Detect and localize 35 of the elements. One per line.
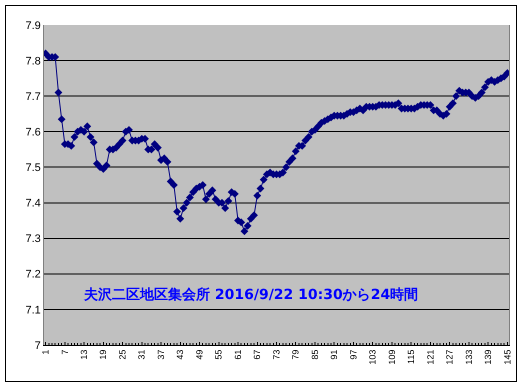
x-tick-label: 13 (79, 350, 90, 360)
x-tick-label: 19 (98, 350, 108, 360)
x-tick-label: 37 (156, 350, 166, 360)
x-tick-label: 79 (290, 350, 301, 360)
y-tick-label: 7.8 (26, 55, 41, 68)
y-tick-label: 7.3 (26, 233, 41, 246)
y-tick-label: 7.7 (26, 90, 41, 103)
x-tick-label: 67 (252, 350, 262, 360)
x-tick-label: 109 (386, 350, 397, 365)
x-tick-label: 97 (348, 350, 358, 360)
x-tick-label: 31 (136, 350, 147, 360)
y-tick-label: 7.6 (26, 126, 41, 139)
x-tick-label: 139 (483, 350, 494, 365)
x-tick-label: 73 (271, 350, 282, 360)
x-tick-label: 115 (406, 350, 416, 364)
x-tick-label: 43 (175, 350, 186, 360)
x-tick-label: 145 (502, 350, 512, 365)
x-tick-label: 121 (425, 350, 436, 365)
y-tick-label: 7.9 (26, 20, 41, 32)
x-tick-label: 103 (368, 350, 378, 365)
x-tick-label: 91 (329, 350, 340, 360)
annotation: 夫沢二区地区集会所 2016/9/22 10:30から24時間 (83, 287, 418, 303)
x-tick-label: 61 (232, 350, 243, 360)
x-tick-label: 1 (40, 350, 51, 355)
y-tick-label: 7.1 (26, 304, 41, 316)
x-tick-label: 49 (194, 350, 204, 360)
y-tick-label: 7.5 (26, 162, 41, 174)
x-tick-label: 127 (444, 350, 455, 365)
x-tick-label: 25 (117, 350, 128, 360)
x-tick-label: 85 (310, 350, 320, 360)
x-tick-label: 55 (214, 350, 224, 360)
x-tick-label: 7 (60, 350, 70, 355)
y-tick-label: 7.4 (26, 198, 41, 210)
y-tick-label: 7.2 (26, 268, 41, 281)
x-tick-label: 133 (464, 350, 474, 365)
